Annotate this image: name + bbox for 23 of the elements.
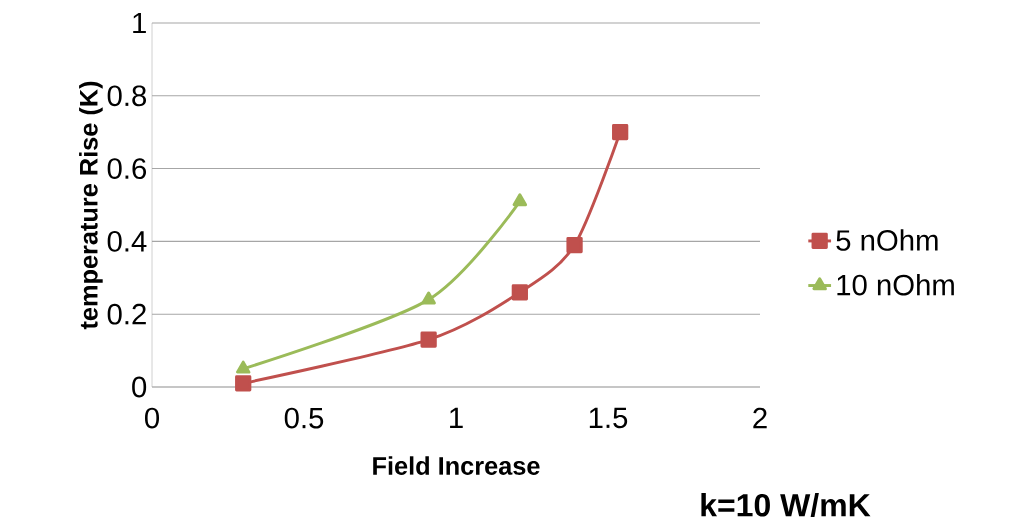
point [612,124,629,141]
point [420,331,437,348]
x-tick-label: 2 [753,407,767,429]
y-tick-label: 0.8 [107,85,147,107]
x-tick-label: 1 [450,407,463,428]
point [511,284,528,301]
point [421,291,436,305]
y-tick-label: 0.4 [107,230,147,252]
point [512,193,528,207]
x-tick-label: 1.5 [589,407,628,429]
point [235,375,252,392]
x-tick-label: 0.5 [284,407,324,429]
y-axis-title: temperature Rise (K) [79,81,103,330]
legend-label: 5 nOhm [836,229,938,251]
text: k=10 W/mK [701,493,871,517]
y-tick-label: 0 [132,376,147,398]
y-tick-label: 1 [133,12,146,34]
point [566,236,583,254]
legend-label: 10 nOhm [837,273,954,296]
y-tick-label: 0.6 [107,158,147,179]
point [235,360,251,374]
x-axis-title: Field Increase [373,456,540,475]
y-tick-label: 0.2 [107,303,146,325]
